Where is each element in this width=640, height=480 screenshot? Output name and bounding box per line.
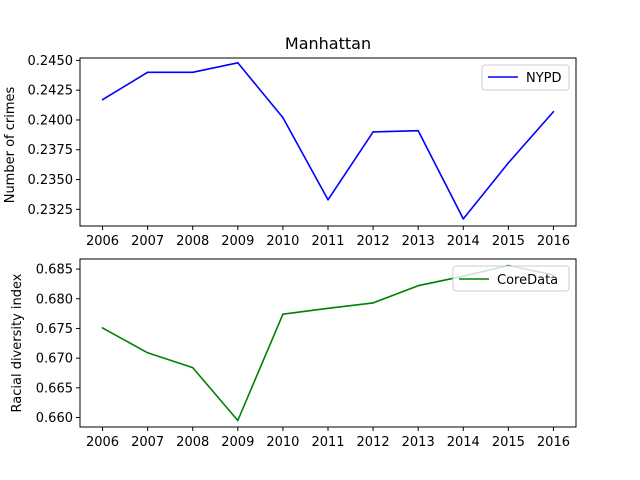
diversity-x-tick-label: 2014 [447, 435, 480, 450]
diversity-data-point [237, 419, 239, 422]
crimes-axes-frame [79, 57, 577, 227]
crimes-data-point [552, 110, 555, 113]
diversity-x-tick-label: 2012 [357, 435, 390, 450]
diversity-data-point [417, 284, 419, 287]
diversity-x-tick-label: 2009 [221, 435, 254, 450]
diversity-legend: CoreData [452, 265, 570, 292]
crimes-x-tick-label: 2012 [357, 234, 390, 249]
crimes-data-point [462, 218, 465, 220]
crimes-x-tick-label: 2009 [221, 234, 254, 249]
crimes-legend: NYPD [481, 64, 570, 91]
crimes-y-tick-label: 0.2425 [28, 84, 74, 99]
crimes-y-tick-label: 0.2325 [28, 203, 74, 218]
diversity-panel: Racial diversity index 2006 2007 2008 2009 2… [10, 258, 577, 450]
crimes-data-point [507, 162, 510, 164]
crimes-x-tick-label: 2014 [447, 234, 480, 249]
diversity-marks: 2006 2007 2008 2009 2010 2011 2012 2013 2014 2015… [36, 263, 570, 450]
diversity-axes-frame [79, 258, 577, 428]
crimes-panel: Manhattan Number of crimes 2006 2007 2008 2… [3, 34, 577, 249]
diversity-x-tick-label: 2016 [537, 435, 570, 450]
crimes-x-tick-label: 2016 [537, 234, 570, 249]
crimes-x-tick-label: 2008 [176, 234, 209, 249]
crimes-data-point [101, 98, 104, 101]
crimes-data-point [327, 198, 329, 201]
crimes-x-tick-label: 2007 [131, 234, 164, 249]
crimes-legend-label: NYPD [526, 71, 562, 86]
diversity-data-point [191, 366, 194, 369]
diversity-data-point [101, 327, 104, 329]
crimes-y-tick-label: 0.2375 [28, 143, 74, 158]
crimes-x-tick-label: 2010 [266, 234, 299, 249]
crimes-data-point [282, 116, 284, 119]
crimes-data-point [417, 129, 419, 132]
crimes-y-tick-label: 0.2450 [28, 54, 74, 69]
diversity-legend-box [452, 265, 570, 292]
crimes-data-point [146, 71, 149, 74]
crimes-data-point [191, 71, 194, 74]
crimes-marks: 2006 2007 2008 2009 2010 2011 2012 2013 2014 2015… [28, 54, 571, 249]
diversity-x-tick-label: 2011 [311, 435, 344, 450]
diversity-data-point [146, 351, 149, 354]
diversity-legend-label: CoreData [497, 273, 558, 288]
crimes-y-tick-label: 0.2400 [28, 113, 74, 128]
diversity-x-tick-label: 2008 [176, 435, 209, 450]
diversity-y-tick-label: 0.665 [36, 381, 73, 396]
crimes-data-point [237, 61, 239, 64]
crimes-y-tick-label: 0.2350 [28, 173, 74, 188]
diversity-x-tick-label: 2007 [131, 435, 164, 450]
diversity-y-tick-label: 0.670 [36, 352, 73, 367]
crimes-x-tick-label: 2015 [492, 234, 525, 249]
crimes-data-point [372, 131, 374, 133]
diversity-x-tick-label: 2013 [402, 435, 435, 450]
crimes-x-tick-label: 2013 [402, 234, 435, 249]
crimes-x-tick-label: 2006 [86, 234, 119, 249]
diversity-x-tick-label: 2010 [266, 435, 299, 450]
chart-title: Manhattan [285, 34, 371, 53]
y-axis-label-diversity: Racial diversity index [10, 273, 25, 412]
diversity-x-tick-label: 2015 [492, 435, 525, 450]
y-axis-label-crimes: Number of crimes [3, 86, 18, 203]
diversity-data-point [327, 307, 329, 310]
diversity-data-point [372, 302, 374, 304]
diversity-y-tick-label: 0.675 [36, 322, 73, 337]
crimes-legend-box [481, 64, 570, 91]
diversity-y-tick-label: 0.680 [36, 292, 73, 307]
diversity-x-tick-label: 2006 [86, 435, 119, 450]
crimes-x-tick-label: 2011 [311, 234, 344, 249]
diversity-data-point [282, 313, 284, 316]
diversity-y-tick-label: 0.685 [36, 263, 73, 278]
diversity-y-tick-label: 0.660 [36, 411, 73, 426]
